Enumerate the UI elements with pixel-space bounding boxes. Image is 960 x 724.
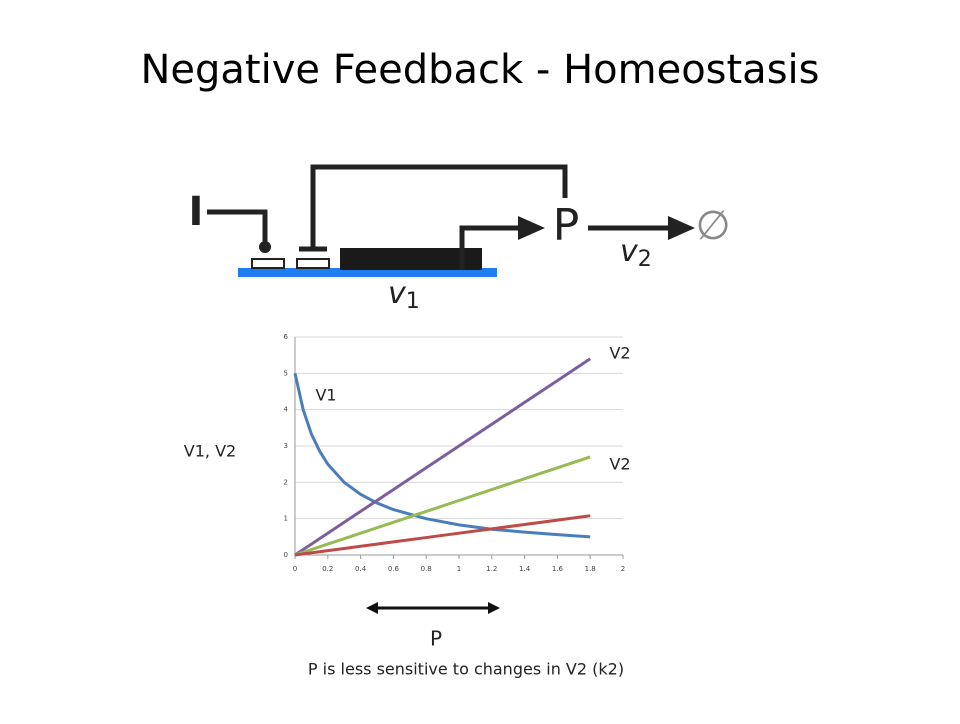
y-axis-label: V1, V2 <box>184 442 236 461</box>
input-label: I <box>189 189 204 235</box>
dna-strand <box>238 268 497 277</box>
rate-index: 1 <box>406 289 420 314</box>
arrow-head <box>366 602 378 614</box>
series-label: V1 <box>315 386 336 405</box>
arrow-head <box>668 216 695 240</box>
x-tick-label: 1.4 <box>519 565 531 573</box>
arrow-head <box>518 216 545 240</box>
series-line <box>294 514 591 557</box>
series-label: V2 <box>609 344 630 363</box>
x-tick-label: 1 <box>457 565 461 573</box>
activation-line <box>207 209 268 245</box>
operator <box>296 258 330 269</box>
y-tick-label: 3 <box>284 442 288 450</box>
promoter-arrow <box>459 225 520 270</box>
y-tick-label: 6 <box>284 333 289 341</box>
y-tick-label: 4 <box>284 406 289 414</box>
operator <box>251 258 285 269</box>
slide-title: Negative Feedback - Homeostasis <box>140 47 819 93</box>
gene <box>340 248 482 270</box>
x-tick-label: 0.6 <box>388 565 400 573</box>
series-line <box>294 455 591 557</box>
x-tick-label: 1.8 <box>585 565 596 573</box>
arrow-head <box>488 602 500 614</box>
x-tick-label: 1.2 <box>486 565 497 573</box>
rate-out: v2 <box>620 234 652 273</box>
rate-symbol: v <box>620 234 639 269</box>
caption: P is less sensitive to changes in V2 (k2… <box>308 660 624 679</box>
x-tick-label: 0.2 <box>322 565 333 573</box>
series-line <box>293 373 591 539</box>
diagram: I P ∅ v2 v1 <box>189 164 731 315</box>
x-tick-label: 2 <box>621 565 625 573</box>
series-label: V2 <box>609 455 630 474</box>
rate-in: v1 <box>388 276 420 315</box>
x-tick-label: 1.6 <box>552 565 564 573</box>
y-tick-label: 0 <box>284 551 288 559</box>
x-axis-label: P <box>430 627 442 651</box>
product-label: P <box>553 200 580 251</box>
y-tick-label: 1 <box>284 515 288 523</box>
rate-symbol: v <box>388 276 407 311</box>
series-line <box>294 357 592 557</box>
repression-line <box>310 164 568 248</box>
y-tick-label: 5 <box>284 369 288 377</box>
x-tick-label: 0.4 <box>355 565 367 573</box>
rate-index: 2 <box>638 247 652 272</box>
sink-label: ∅ <box>696 203 731 249</box>
x-tick-label: 0.8 <box>421 565 432 573</box>
y-tick-label: 2 <box>284 478 288 486</box>
activation-head <box>259 241 271 253</box>
x-tick-label: 0 <box>293 565 297 573</box>
